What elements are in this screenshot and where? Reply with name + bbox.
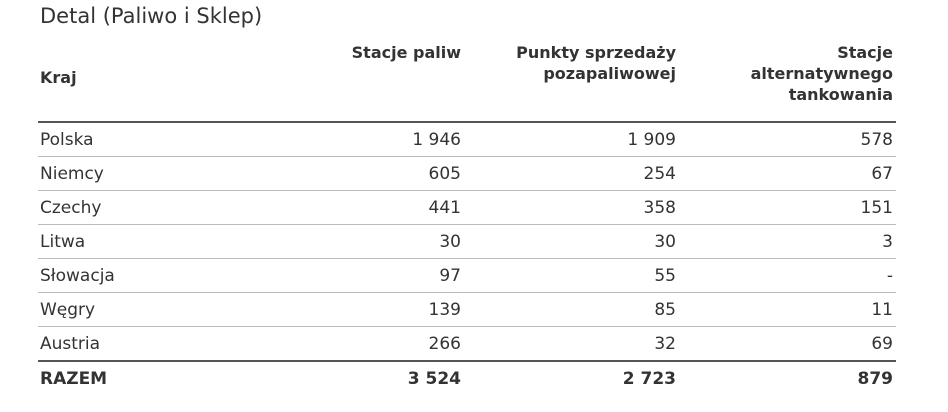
cell-value: - [679, 258, 896, 293]
table-row: Austria 266 32 69 [38, 326, 896, 362]
cell-value: 578 [679, 122, 896, 157]
cell-value: 139 [274, 292, 464, 327]
country-name: Polska [38, 122, 274, 157]
column-header: Kraj [38, 42, 274, 123]
cell-value: 358 [464, 190, 679, 225]
table-body: Polska 1 946 1 909 578 Niemcy 605 254 67 Czechy 4… [38, 122, 896, 395]
cell-value: 55 [464, 258, 679, 293]
table-row: Litwa 30 30 3 [38, 224, 896, 259]
cell-value: 30 [464, 224, 679, 259]
cell-value: 32 [464, 326, 679, 362]
country-name: Czechy [38, 190, 274, 225]
column-header-text: Stacje paliw [351, 43, 461, 62]
total-value: 3 524 [274, 360, 464, 395]
cell-value: 97 [274, 258, 464, 293]
cell-value: 3 [679, 224, 896, 259]
country-name: Słowacja [38, 258, 274, 293]
cell-value: 266 [274, 326, 464, 362]
data-table: Kraj Stacje paliw Punkty sprzedaży pozapal… [38, 42, 896, 395]
cell-value: 441 [274, 190, 464, 225]
total-value: 2 723 [464, 360, 679, 395]
cell-value: 1 946 [274, 122, 464, 157]
column-header: Stacje paliw [274, 42, 464, 123]
table-row: Słowacja 97 55- [38, 258, 896, 293]
table-row: Węgry 139 85 11 [38, 292, 896, 327]
column-header-text: Punkty sprzedaży pozapaliwowej [516, 43, 676, 83]
total-label: RAZEM [38, 360, 274, 395]
country-name: Litwa [38, 224, 274, 259]
column-header: Punkty sprzedaży pozapaliwowej [464, 42, 679, 123]
country-name: Niemcy [38, 156, 274, 191]
cell-value: 11 [679, 292, 896, 327]
cell-value: 85 [464, 292, 679, 327]
column-header: Stacje alternatywnego tankowania [679, 42, 896, 123]
header-row: Kraj Stacje paliw Punkty sprzedaży pozapal… [38, 42, 896, 123]
cell-value: 30 [274, 224, 464, 259]
country-name: Węgry [38, 292, 274, 327]
column-header-text: Stacje alternatywnego tankowania [750, 43, 893, 104]
cell-value: 1 909 [464, 122, 679, 157]
cell-value: 69 [679, 326, 896, 362]
table-row: Polska 1 946 1 909 578 [38, 122, 896, 157]
table-row: Czechy 441 358 151 [38, 190, 896, 225]
cell-value: 67 [679, 156, 896, 191]
title: Detal (Paliwo i Sklep) [40, 4, 263, 28]
cell-value: 254 [464, 156, 679, 191]
cell-value: 605 [274, 156, 464, 191]
column-header-text: Kraj [40, 68, 77, 87]
table-row: Niemcy 605 254 67 [38, 156, 896, 191]
country-name: Austria [38, 326, 274, 362]
cell-value: 151 [679, 190, 896, 225]
total-value: 879 [679, 360, 896, 395]
total-row: RAZEM 3 524 2 723 879 [38, 360, 896, 395]
